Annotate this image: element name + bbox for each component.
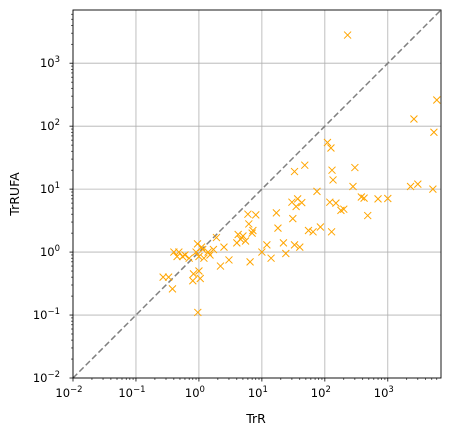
data-point [309, 227, 317, 236]
data-point [178, 252, 187, 261]
data-point [174, 248, 183, 256]
x-tick-label: 101 [248, 385, 268, 400]
data-point [313, 187, 321, 196]
data-point [200, 254, 208, 263]
y-tick-label: 10−2 [33, 370, 60, 385]
data-point [244, 220, 253, 228]
data-point [329, 176, 337, 184]
data-point [337, 206, 345, 215]
data-point [197, 243, 206, 251]
data-point [304, 226, 313, 235]
data-point [327, 227, 336, 236]
data-point [244, 210, 252, 219]
data-point [168, 285, 177, 293]
data-point [206, 251, 214, 259]
data-point [225, 256, 233, 264]
data-point [374, 195, 382, 203]
x-tick-label: 102 [311, 385, 331, 400]
data-point [196, 274, 205, 283]
data-point [339, 205, 348, 214]
x-tick-labels: 10−2 10−1 100 101 102 103 [55, 385, 393, 400]
data-point [323, 138, 332, 147]
data-point [164, 273, 173, 281]
data-point [263, 241, 271, 249]
data-point [332, 199, 340, 207]
data-point [234, 230, 243, 239]
data-point [185, 254, 194, 263]
data-point [216, 262, 225, 270]
data-point [241, 237, 250, 245]
data-point [429, 185, 437, 193]
data-point [267, 254, 275, 263]
data-point [246, 257, 254, 266]
data-point [316, 223, 325, 231]
data-point [195, 252, 203, 261]
diagonal-reference-line [72, 9, 442, 379]
data-point [159, 273, 167, 281]
data-point [188, 276, 197, 285]
data-point [193, 308, 202, 317]
data-points [159, 31, 441, 317]
x-tick-label: 10−2 [55, 385, 82, 400]
data-point [195, 267, 203, 275]
data-point [327, 144, 335, 152]
y-tick-label: 103 [40, 55, 60, 70]
data-point [189, 270, 198, 278]
data-point [272, 208, 281, 217]
data-point [343, 31, 352, 39]
data-point [360, 194, 368, 202]
y-tick-label: 101 [40, 181, 60, 196]
data-point [349, 182, 357, 191]
data-point [430, 128, 438, 137]
data-point [239, 232, 247, 240]
y-tick-label: 10−1 [33, 307, 60, 322]
data-point [288, 214, 297, 223]
data-point [281, 249, 290, 258]
data-point [258, 248, 266, 256]
data-point [249, 226, 257, 235]
y-tick-labels: 10−2 10−1 100 101 102 103 [33, 55, 60, 385]
data-point [357, 193, 366, 201]
data-point [173, 252, 181, 261]
data-point [297, 198, 306, 207]
data-point [292, 202, 300, 211]
y-axis-label: TrRUFA [7, 172, 22, 217]
data-point [251, 211, 260, 219]
data-point [290, 167, 299, 176]
data-point [209, 245, 218, 254]
y-tick-label: 102 [40, 118, 60, 133]
data-point [295, 243, 304, 251]
data-point [406, 182, 415, 191]
data-point [279, 239, 288, 247]
data-point [328, 166, 336, 175]
data-point [410, 115, 418, 123]
data-point [274, 224, 282, 232]
x-tick-label: 10−1 [118, 385, 145, 400]
x-tick-label: 103 [374, 385, 394, 400]
x-axis-label: TrR [245, 411, 266, 426]
data-point [236, 235, 245, 244]
data-point [351, 163, 359, 172]
x-tick-label: 100 [185, 385, 205, 400]
data-point [212, 233, 221, 242]
data-point [198, 245, 207, 254]
plot-frame [72, 9, 442, 379]
data-point [363, 211, 372, 220]
data-point [432, 96, 441, 104]
data-point [413, 180, 422, 188]
data-point [248, 229, 256, 237]
data-point [220, 243, 228, 251]
y-tick-label: 100 [40, 244, 60, 259]
data-point [290, 241, 299, 249]
major-ticks [69, 62, 389, 382]
data-point [181, 251, 189, 259]
data-point [383, 194, 392, 203]
data-point [300, 161, 309, 170]
